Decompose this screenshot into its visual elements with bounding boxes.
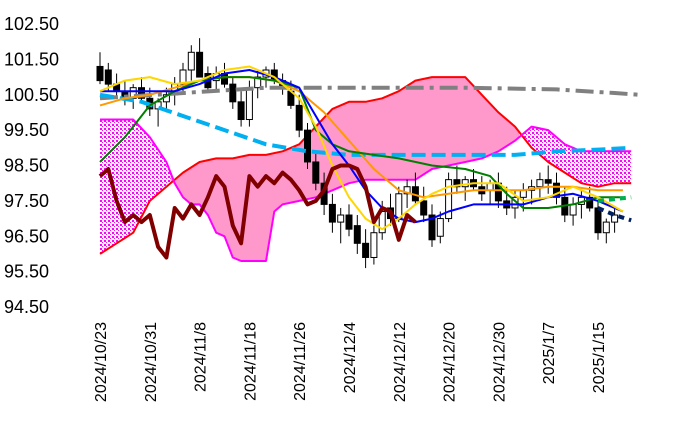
x-tick-label: 2024/10/23 [93, 322, 110, 402]
indicator-line [99, 76, 623, 199]
candle-body [312, 161, 320, 184]
cloud-bearish [100, 119, 175, 254]
cloud-bullish [170, 77, 524, 262]
y-tick-label: 98.50 [4, 156, 49, 176]
x-tick-label: 2024/12/12 [392, 322, 409, 402]
candle-body [445, 179, 453, 220]
candle-body [420, 200, 428, 216]
candle-body [519, 189, 527, 198]
candle-body [96, 65, 104, 82]
candle-body [486, 182, 494, 191]
indicator-line [99, 85, 640, 101]
candle-body [254, 76, 262, 89]
candle-body [544, 179, 552, 184]
candle-body [179, 69, 187, 85]
y-tick-label: 97.50 [4, 191, 49, 211]
x-axis-tick-labels: 2024/10/23 2024/10/31 2024/11/8 2024/11/18 2… [93, 322, 608, 402]
x-tick-label: 2025/1/7 [541, 322, 558, 384]
candle-body [237, 101, 245, 121]
x-tick-label: 2024/12/30 [491, 322, 508, 402]
indicator-line [98, 163, 417, 260]
candle-body [536, 179, 544, 188]
ichimoku-cloud [100, 77, 632, 262]
y-tick-label: 99.50 [4, 120, 49, 140]
candle-body [353, 225, 361, 244]
candle-body [345, 214, 353, 230]
forecast-line [597, 195, 632, 203]
candle-body [337, 214, 345, 223]
y-tick-label: 95.50 [4, 262, 49, 282]
x-tick-label: 2024/10/31 [143, 322, 160, 402]
candle-body [436, 218, 444, 237]
candle-body [370, 232, 378, 258]
plot-area [96, 38, 640, 269]
candle-body [104, 69, 112, 85]
indicator-line [100, 118, 632, 262]
indicator-line [99, 76, 623, 209]
x-tick-label: 2024/11/18 [242, 322, 259, 401]
x-tick-label: 2024/11/8 [193, 322, 210, 392]
candle-body [295, 104, 303, 131]
x-tick-label: 2024/11/26 [292, 322, 309, 401]
indicator-line [99, 76, 632, 255]
candle-body [403, 186, 411, 195]
candle-body [129, 87, 137, 99]
candle-body [196, 51, 204, 78]
candle-body [594, 207, 602, 234]
y-axis-tick-labels: 102.50 101.50 100.50 99.50 98.50 97.50 96.50 95… [4, 14, 59, 317]
candle-body [328, 203, 336, 223]
candle-body [428, 214, 436, 241]
x-tick-label: 2024/12/4 [342, 322, 359, 393]
cloud-bearish [519, 126, 632, 187]
indicator-lines-front [98, 65, 640, 260]
candle-body [187, 51, 195, 71]
candle-body [602, 221, 610, 234]
candle-body [245, 87, 253, 121]
candle-body [138, 87, 145, 99]
candle-body [229, 83, 237, 103]
candle-body [553, 182, 560, 198]
x-tick-label: 2024/12/20 [442, 322, 459, 402]
y-tick-label: 102.50 [4, 14, 59, 34]
candle-body [453, 179, 461, 188]
y-tick-label: 100.50 [4, 85, 59, 105]
y-tick-label: 101.50 [4, 49, 59, 69]
x-tick-label: 2025/1/15 [591, 322, 608, 393]
candle-body [362, 242, 370, 258]
indicator-line [99, 65, 624, 231]
candle-body [304, 129, 311, 163]
candle-body [611, 214, 619, 223]
candle-body [569, 203, 577, 216]
y-tick-label: 96.50 [4, 226, 49, 246]
candle-body [395, 193, 403, 220]
candle-body [586, 196, 594, 209]
y-tick-label: 94.50 [4, 297, 49, 317]
indicator-lines-back [99, 76, 632, 262]
indicator-line [99, 92, 632, 157]
